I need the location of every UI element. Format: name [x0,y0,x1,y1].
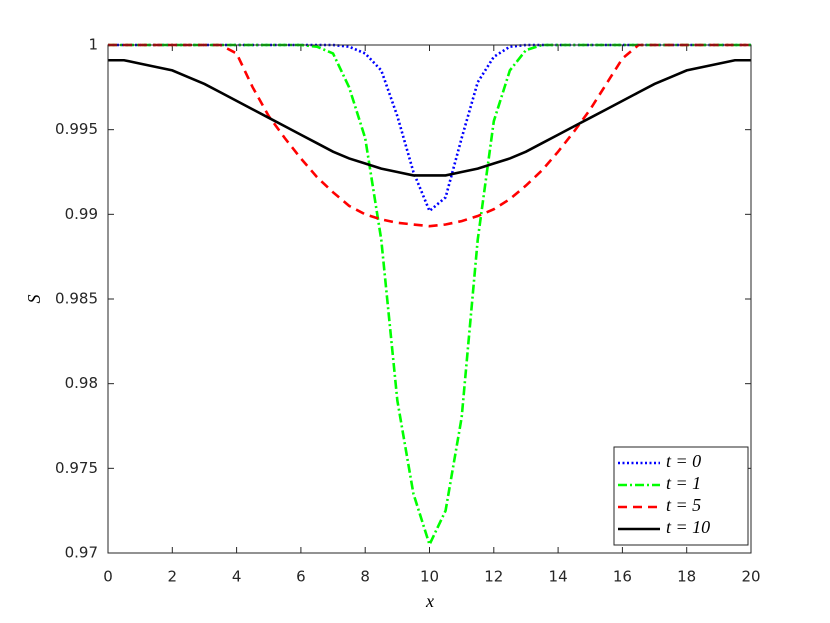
legend-label: t = 10 [666,517,710,537]
x-axis-label: x [425,591,434,611]
x-tick-label: 10 [420,568,439,586]
y-tick-label: 0.975 [55,459,98,477]
x-tick-label: 6 [296,568,306,586]
y-axis-label: S [24,295,44,304]
x-tick-label: 16 [613,568,632,586]
y-tick-label: 0.99 [65,205,98,223]
x-tick-label: 18 [677,568,696,586]
x-tick-label: 2 [168,568,178,586]
x-tick-label: 0 [103,568,113,586]
y-tick-label: 0.995 [55,120,98,138]
legend-label: t = 0 [666,451,701,471]
legend: t = 0t = 1t = 5t = 10 [613,446,749,546]
y-tick-label: 1 [88,36,98,54]
x-tick-label: 12 [484,568,503,586]
x-tick-label: 20 [741,568,760,586]
x-tick-label: 14 [549,568,568,586]
y-tick-label: 0.985 [55,290,98,308]
x-tick-label: 4 [232,568,242,586]
y-tick-label: 0.98 [65,374,98,392]
legend-label: t = 1 [666,473,701,493]
series-line [108,58,751,177]
plot-frame [107,44,752,554]
legend-label: t = 5 [666,495,701,515]
x-tick-label: 8 [360,568,370,586]
y-tick-label: 0.97 [65,544,98,562]
